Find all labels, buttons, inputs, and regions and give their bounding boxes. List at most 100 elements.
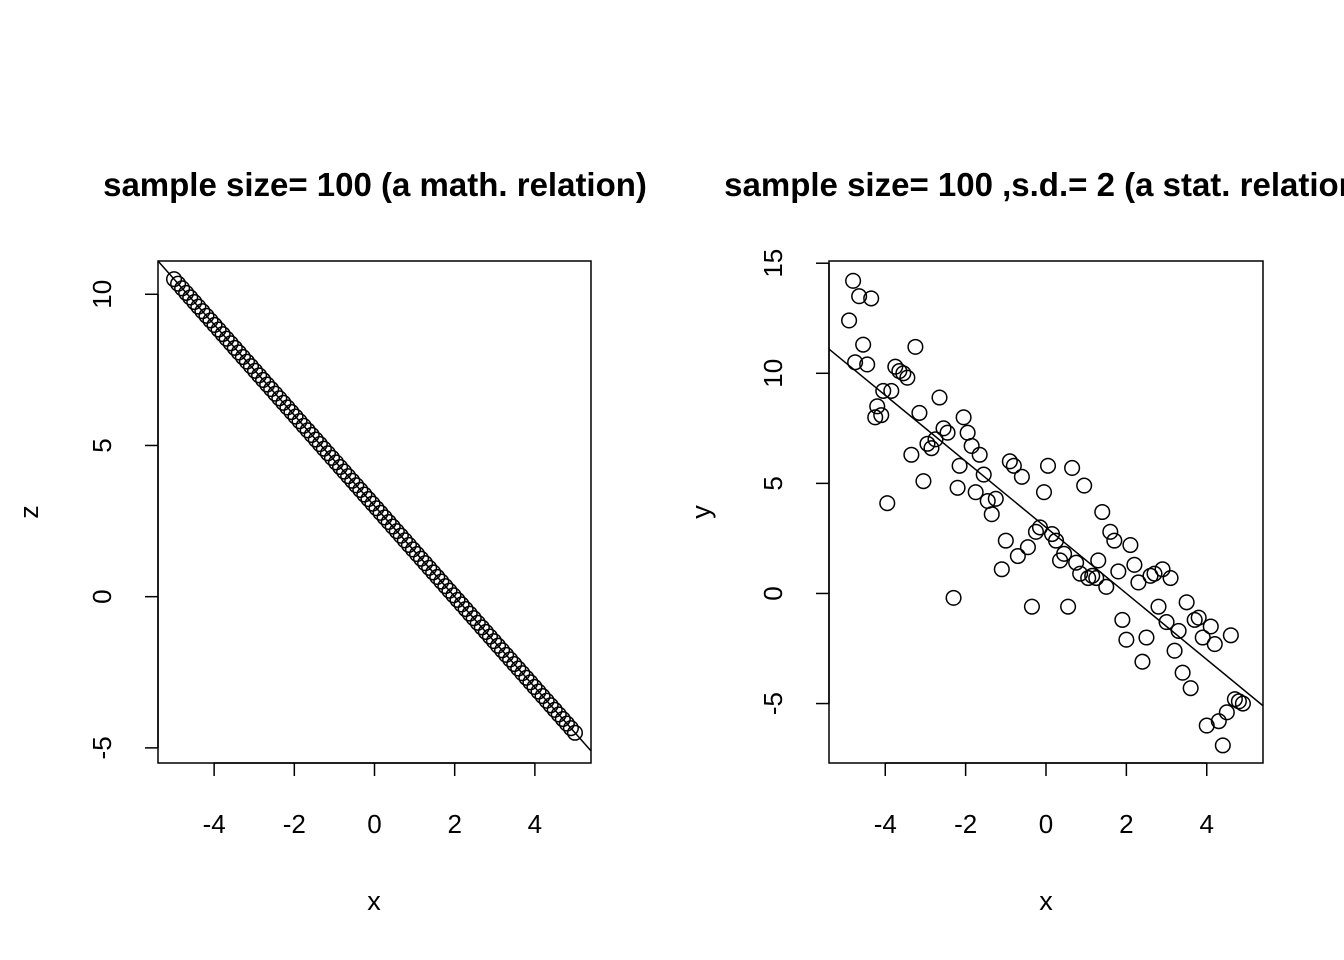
data-point: [931, 389, 948, 406]
data-point: [1230, 693, 1247, 710]
data-point: [927, 431, 944, 448]
x-tick-label: -2: [954, 809, 977, 839]
data-point: [1182, 680, 1199, 697]
data-point: [226, 339, 243, 356]
data-point: [993, 561, 1010, 578]
data-point: [251, 367, 268, 384]
data-point: [550, 706, 567, 723]
data-point: [489, 637, 507, 654]
data-point: [518, 669, 535, 686]
data-point: [983, 506, 1000, 523]
data-point: [935, 420, 952, 437]
data-point: [1005, 457, 1022, 474]
data-point: [315, 440, 332, 457]
data-point: [481, 628, 498, 645]
right-x-axis-label: x: [1039, 886, 1053, 916]
data-point: [951, 457, 968, 474]
data-point: [1027, 523, 1045, 540]
data-point: [1130, 574, 1147, 591]
data-point: [1210, 713, 1227, 730]
left-chart-title: sample size= 100 (a math. relation): [103, 166, 647, 203]
data-point: [340, 468, 357, 485]
data-point: [1186, 611, 1203, 628]
data-point: [206, 316, 223, 334]
data-point: [170, 275, 187, 292]
x-tick-label: 0: [367, 809, 381, 839]
data-point: [214, 326, 231, 343]
data-point: [384, 518, 401, 535]
data-point: [1106, 532, 1123, 549]
data-point: [186, 294, 203, 311]
data-point: [1039, 457, 1057, 474]
data-point: [875, 382, 892, 399]
data-point: [332, 458, 349, 476]
data-point: [1076, 477, 1093, 494]
data-point: [356, 486, 373, 503]
data-point: [396, 532, 413, 549]
x-tick-label: 2: [1119, 809, 1133, 839]
data-point: [1090, 552, 1107, 569]
data-point: [1154, 561, 1171, 578]
data-point: [1019, 539, 1036, 556]
x-tick-label: -2: [283, 809, 306, 839]
left-x-axis-label: x: [367, 886, 381, 916]
data-point: [514, 665, 531, 682]
data-point: [855, 336, 872, 353]
left-y-axis-label: z: [14, 505, 44, 519]
data-point: [190, 298, 207, 315]
data-point: [327, 454, 345, 471]
data-point: [1190, 609, 1207, 626]
data-point: [336, 463, 353, 480]
data-point: [364, 495, 381, 512]
data-point: [242, 358, 260, 375]
y-tick-label: 5: [758, 476, 788, 490]
data-point: [1072, 565, 1089, 582]
data-point: [323, 449, 341, 466]
y-tick-label: -5: [758, 692, 788, 715]
data-point: [873, 407, 890, 424]
data-point: [1146, 565, 1163, 582]
data-point: [1031, 519, 1049, 536]
data-point: [1110, 563, 1127, 580]
data-point: [441, 582, 458, 599]
data-point: [485, 633, 503, 650]
data-point: [923, 440, 940, 457]
data-point: [1150, 598, 1167, 615]
data-point: [1102, 523, 1119, 540]
data-point: [1138, 629, 1155, 646]
data-point: [421, 559, 438, 576]
data-point: [400, 536, 417, 553]
data-point: [903, 446, 920, 463]
data-point: [1198, 717, 1215, 734]
data-point: [987, 490, 1004, 507]
data-point: [530, 683, 547, 700]
data-point: [275, 394, 292, 411]
x-tick-label: -4: [874, 809, 897, 839]
data-point: [1001, 453, 1018, 470]
data-point: [1114, 611, 1131, 628]
data-point: [863, 290, 880, 307]
x-tick-label: -4: [203, 809, 226, 839]
data-point: [433, 573, 450, 590]
data-point: [1234, 695, 1251, 712]
data-point: [526, 678, 543, 695]
data-point: [915, 473, 932, 490]
data-point: [238, 353, 255, 370]
data-point: [445, 587, 462, 604]
data-point: [218, 330, 235, 347]
data-point: [461, 605, 478, 622]
y-tick-label: 5: [87, 438, 117, 452]
data-point: [182, 289, 199, 306]
data-point: [404, 541, 422, 558]
data-point: [971, 446, 988, 463]
data-point: [1194, 629, 1211, 646]
data-point: [859, 356, 876, 373]
data-point: [263, 381, 280, 398]
data-point: [295, 417, 312, 434]
regression-line: [829, 348, 1263, 707]
left-x-axis: -4 -2 0 2 4: [203, 762, 542, 839]
data-point: [955, 409, 972, 426]
data-point: [425, 564, 442, 581]
y-tick-label: -5: [87, 736, 117, 759]
data-point: [1064, 459, 1081, 477]
